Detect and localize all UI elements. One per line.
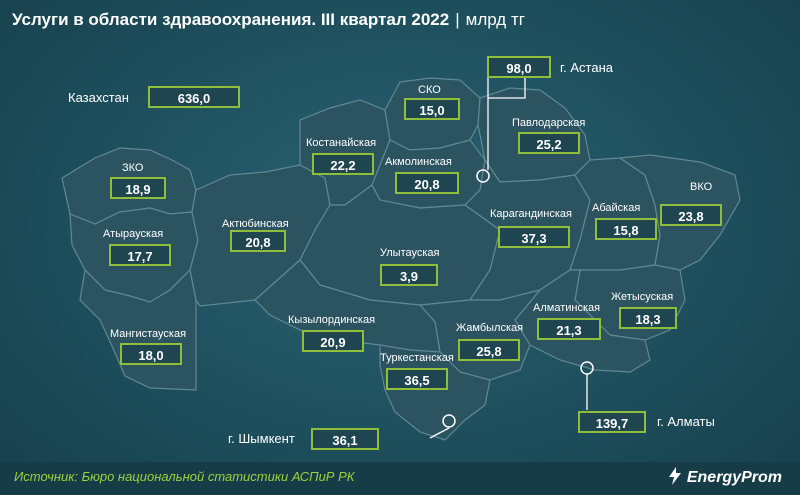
region-karaganda-label: Карагандинская	[490, 208, 572, 220]
region-zko-value: 18,9	[110, 177, 166, 199]
region-vko-value: 23,8	[660, 204, 722, 226]
region-atyrau-label: Атырауская	[103, 228, 164, 240]
region-sko-value: 15,0	[404, 98, 460, 120]
region-akmola-label: Акмолинская	[385, 156, 452, 168]
page-title: Услуги в области здравоохранения. III кв…	[12, 10, 525, 30]
region-mangystau-label: Мангистауская	[110, 328, 187, 340]
country-label: Казахстан	[68, 90, 129, 105]
city-almaty-marker	[580, 361, 594, 375]
region-turkestan-value: 36,5	[386, 368, 448, 390]
region-akmola-value: 20,8	[395, 172, 459, 194]
city-almaty-label: г. Алматы	[657, 414, 715, 429]
region-zko-label: ЗКО	[122, 162, 144, 174]
city-astana-label: г. Астана	[560, 60, 613, 75]
region-pavlodar-value: 25,2	[518, 132, 580, 154]
city-shymkent-marker	[442, 414, 456, 428]
brand-name: EnergyProm	[686, 469, 782, 486]
region-almaty-label: Алматинская	[533, 302, 601, 314]
region-zhetysu-value: 18,3	[619, 307, 677, 329]
region-zhetysu-label: Жетысуская	[611, 291, 674, 303]
country-value: 636,0	[148, 86, 240, 108]
city-astana-marker	[476, 169, 490, 183]
region-aktobe-value: 20,8	[230, 230, 286, 252]
title-text: Услуги в области здравоохранения. III кв…	[12, 10, 450, 29]
leader-astana-h	[488, 72, 526, 99]
footer-bar: Источник: Бюро национальной статистики А…	[0, 462, 800, 495]
region-abai-label: Абайская	[592, 202, 641, 214]
region-aktobe-label: Актюбинская	[222, 218, 289, 230]
region-ulytau-label: Улытауская	[380, 247, 440, 259]
region-sko-label: СКО	[418, 84, 441, 96]
title-unit: млрд тг	[465, 10, 525, 29]
region-atyrau-value: 17,7	[109, 244, 171, 266]
region-mangystau-value: 18,0	[120, 343, 182, 365]
region-pavlodar-label: Павлодарская	[512, 117, 586, 129]
city-almaty-value: 139,7	[578, 411, 646, 433]
city-shymkent-value: 36,1	[311, 428, 379, 450]
region-abai-value: 15,8	[595, 218, 657, 240]
city-astana-value: 98,0	[487, 56, 551, 78]
region-vko-label: ВКО	[690, 181, 713, 193]
region-kyzylorda-value: 20,9	[302, 330, 364, 352]
region-ulytau-value: 3,9	[380, 264, 438, 286]
region-almaty-value: 21,3	[537, 318, 601, 340]
region-kyzylorda-label: Кызылординская	[288, 314, 376, 326]
source-note: Источник: Бюро национальной статистики А…	[14, 469, 355, 484]
energyprom-lightning-icon	[668, 467, 681, 485]
region-zhambyl-value: 25,8	[458, 339, 520, 361]
region-turkestan-label: Туркестанская	[380, 352, 454, 364]
city-shymkent-label: г. Шымкент	[228, 431, 295, 446]
title-separator: |	[455, 10, 460, 29]
region-zhambyl-label: Жамбылская	[456, 322, 524, 334]
region-kostanay-value: 22,2	[312, 153, 374, 175]
region-kostanay-label: Костанайская	[306, 137, 377, 149]
region-karaganda-value: 37,3	[498, 226, 570, 248]
brand-logo: EnergyProm	[667, 467, 782, 487]
leader-shymkent	[429, 427, 450, 439]
